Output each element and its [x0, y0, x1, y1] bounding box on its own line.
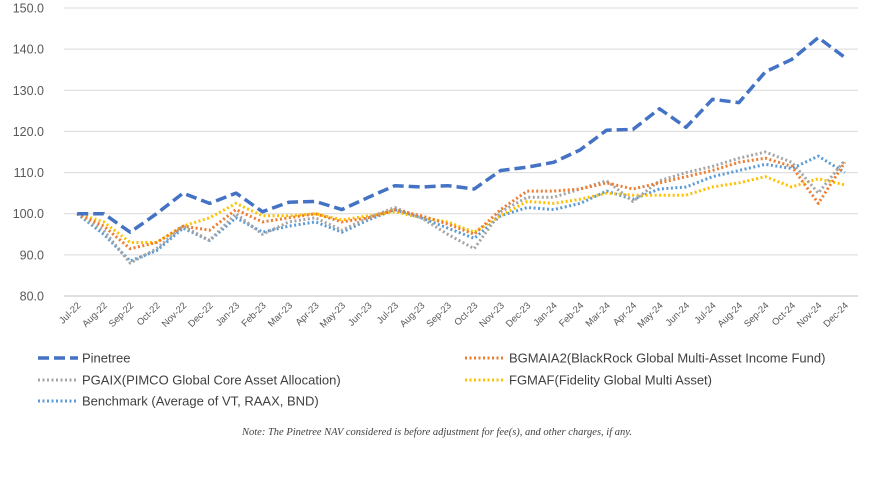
series-line-bgmaia2-blackrock-global — [76, 156, 847, 251]
x-tick-label: Apr-24 — [611, 300, 639, 328]
y-tick-label: 150.0 — [13, 2, 44, 16]
x-tick-label: Dec-23 — [504, 300, 533, 329]
legend: Pinetree BGMAIA2(BlackRock Global Multi-A… — [38, 351, 825, 409]
y-tick-label: 100.0 — [13, 207, 44, 221]
x-tick-label: Sep-22 — [107, 300, 136, 329]
x-tick-label: Nov-24 — [795, 300, 824, 329]
x-tick-label: Oct-24 — [770, 300, 798, 328]
x-tick-label: Dec-22 — [186, 300, 215, 329]
x-tick-label: Mar-24 — [584, 300, 613, 329]
x-tick-label: Sep-23 — [424, 300, 453, 329]
y-tick-label: 90.0 — [20, 248, 44, 262]
y-tick-label: 80.0 — [20, 290, 44, 304]
y-tick-label: 120.0 — [13, 125, 44, 139]
x-tick-label: Mar-23 — [266, 300, 295, 329]
x-tick-label: Sep-24 — [742, 300, 771, 329]
line-chart: 80.0 90.0 100.0 110.0 120.0 130.0 140.0 150.0 J… — [13, 2, 858, 409]
y-tick-label: 140.0 — [13, 43, 44, 57]
gridlines — [64, 7, 858, 297]
x-tick-label: Feb-24 — [557, 300, 586, 329]
legend-label: FGMAF(Fidelity Global Multi Asset) — [509, 373, 712, 388]
legend-item-benchmark-average-of-vt-: Benchmark (Average of VT, RAAX, BND) — [38, 394, 319, 409]
x-tick-label: Apr-23 — [294, 300, 322, 328]
series-line-benchmark-average-of-vt- — [76, 154, 846, 263]
legend-label: Benchmark (Average of VT, RAAX, BND) — [82, 394, 319, 409]
x-axis-tick-labels: Jul-22Aug-22Sep-22Oct-22Nov-22Dec-22Jan-… — [57, 300, 851, 330]
x-tick-label: Jun-23 — [346, 300, 374, 328]
legend-label: Pinetree — [82, 351, 130, 366]
y-tick-label: 130.0 — [13, 84, 44, 98]
y-axis-tick-labels: 80.0 90.0 100.0 110.0 120.0 130.0 140.0 150.0 — [13, 2, 44, 304]
x-tick-label: Nov-23 — [477, 300, 506, 329]
legend-item-pinetree: Pinetree — [38, 351, 130, 366]
legend-label: BGMAIA2(BlackRock Global Multi-Asset Inc… — [509, 351, 825, 366]
x-tick-label: Oct-23 — [452, 300, 480, 328]
x-tick-label: Aug-24 — [716, 300, 745, 329]
x-tick-label: Jan-24 — [531, 300, 559, 328]
series-line-pinetree — [77, 35, 846, 234]
series-line-pgaix-pimco-global-core- — [76, 150, 846, 265]
series-lines — [76, 35, 847, 265]
x-tick-label: Aug-22 — [80, 300, 109, 329]
x-tick-label: Feb-23 — [240, 300, 269, 329]
x-tick-label: Jul-22 — [57, 300, 83, 326]
x-tick-label: Nov-22 — [160, 300, 189, 329]
x-tick-label: Jan-23 — [214, 300, 242, 328]
x-tick-label: Oct-22 — [135, 300, 163, 328]
y-tick-label: 110.0 — [14, 166, 44, 180]
x-tick-label: Jul-23 — [375, 300, 401, 326]
x-tick-label: May-24 — [635, 300, 665, 330]
x-tick-label: Jun-24 — [664, 300, 692, 328]
legend-item-bgmaia2-blackrock-global: BGMAIA2(BlackRock Global Multi-Asset Inc… — [465, 351, 825, 366]
x-tick-label: Aug-23 — [398, 300, 427, 329]
x-tick-label: Dec-24 — [821, 300, 850, 329]
legend-item-fgmaf-fidelity-global-mu: FGMAF(Fidelity Global Multi Asset) — [465, 373, 712, 388]
legend-label: PGAIX(PIMCO Global Core Asset Allocation… — [82, 373, 341, 388]
x-tick-label: Jul-24 — [692, 300, 718, 326]
footnote: Note: The Pinetree NAV considered is bef… — [242, 427, 632, 438]
series-line-fgmaf-fidelity-global-mu — [76, 175, 846, 244]
legend-item-pgaix-pimco-global-core-: PGAIX(PIMCO Global Core Asset Allocation… — [38, 373, 341, 388]
x-tick-label: May-23 — [318, 300, 348, 330]
